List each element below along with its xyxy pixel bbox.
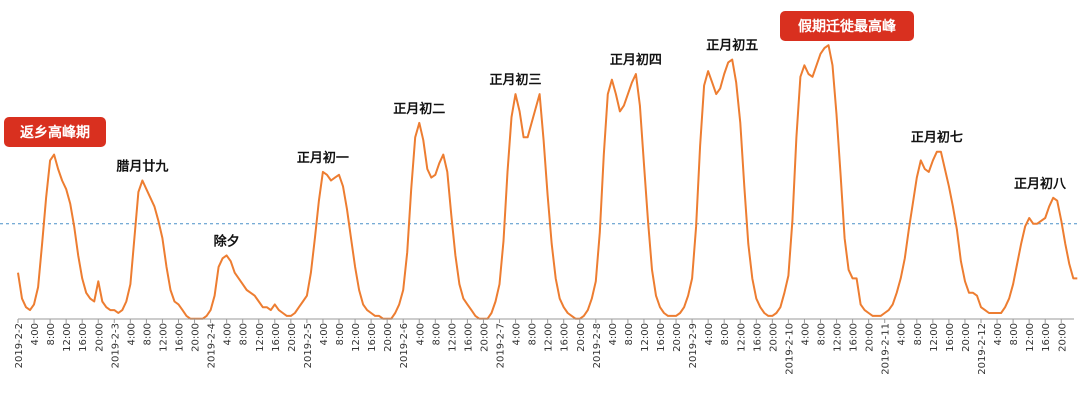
x-tick-label-date: 2019-2-7 [496,323,507,368]
x-tick-label-time: 12:00 [158,323,169,352]
x-tick-label-time: 8:00 [913,323,924,345]
x-tick-label-date: 2019-2-8 [592,323,603,368]
x-tick-label-date: 2019-2-5 [303,323,314,368]
x-tick-label-date: 2019-2-12 [977,323,988,375]
x-tick-label-time: 20:00 [672,323,683,352]
x-tick-label-date: 2019-2-3 [110,323,121,368]
x-tick-label-time: 4:00 [30,323,41,345]
x-tick-label-time: 16:00 [1041,323,1052,352]
x-tick-label-time: 16:00 [175,323,186,352]
x-tick-label-time: 4:00 [319,323,330,345]
x-tick-label-time: 8:00 [431,323,442,345]
x-tick-label-time: 20:00 [961,323,972,352]
x-tick-label-time: 12:00 [544,323,555,352]
peak-label: 正月初三 [489,72,541,88]
x-tick-label-time: 12:00 [736,323,747,352]
x-tick-label-time: 16:00 [78,323,89,352]
x-tick-label-time: 12:00 [255,323,266,352]
x-tick-labels: 2019-2-2 4:00 8:00 12:00 16:00 20:00 2019-2-3 4… [14,323,1068,375]
x-tick-label-time: 8:00 [720,323,731,345]
x-tick-label-time: 4:00 [415,323,426,345]
x-tick-label-time: 20:00 [94,323,105,352]
x-tick-label-time: 8:00 [528,323,539,345]
x-tick-label-time: 8:00 [817,323,828,345]
x-tick-label-time: 12:00 [62,323,73,352]
badge-background [4,117,106,147]
peak-label: 正月初四 [610,52,662,68]
x-tick-label-time: 16:00 [463,323,474,352]
x-tick-label-time: 16:00 [271,323,282,352]
peak-label: 正月初五 [706,38,758,54]
x-tick-label-time: 4:00 [608,323,619,345]
x-tick-label-time: 20:00 [191,323,202,352]
badge: 返乡高峰期 [4,117,106,147]
x-tick-label-time: 20:00 [768,323,779,352]
x-tick-label-time: 12:00 [833,323,844,352]
series-line-layer [17,44,1078,320]
badge: 假期迁徙最高峰 [780,11,914,41]
x-tick-label-time: 4:00 [704,323,715,345]
x-tick-label-time: 20:00 [1057,323,1068,352]
series-line [17,44,1078,320]
x-tick-label-time: 16:00 [367,323,378,352]
x-tick-label-time: 20:00 [576,323,587,352]
x-tick-label-date: 2019-2-6 [399,323,410,368]
x-tick-label-time: 16:00 [849,323,860,352]
x-tick-label-time: 4:00 [512,323,523,345]
badge-label: 假期迁徙最高峰 [798,18,897,35]
x-tick-label-time: 8:00 [142,323,153,345]
x-tick-label-time: 20:00 [383,323,394,352]
badges: 返乡高峰期 假期迁徙最高峰 [4,11,914,147]
x-tick-label-time: 12:00 [447,323,458,352]
x-tick-label-date: 2019-2-4 [207,323,218,368]
badge-label: 返乡高峰期 [20,124,90,141]
x-tick-label-time: 4:00 [800,323,811,345]
x-tick-label-time: 12:00 [929,323,940,352]
x-tick-label-time: 4:00 [126,323,137,345]
x-tick-label-time: 16:00 [752,323,763,352]
peak-label: 正月初八 [1014,176,1067,192]
peak-label: 正月初七 [911,130,963,146]
x-tick-label-date: 2019-2-10 [784,323,795,375]
peak-label: 正月初二 [393,101,445,117]
x-tick-label-time: 8:00 [46,323,57,345]
peak-label: 除夕 [214,233,240,249]
badge-background [780,11,914,41]
x-tick-label-time: 16:00 [656,323,667,352]
x-tick-label-date: 2019-2-11 [881,323,892,375]
x-tick-label-time: 4:00 [993,323,1004,345]
x-tick-label-time: 8:00 [624,323,635,345]
x-tick-label-date: 2019-2-9 [688,323,699,368]
x-tick-label-time: 20:00 [865,323,876,352]
x-tick-label-time: 8:00 [239,323,250,345]
x-axis [17,318,1074,323]
x-tick-label-time: 12:00 [640,323,651,352]
peak-label: 腊月廿九 [116,159,168,175]
x-tick-label-time: 8:00 [335,323,346,345]
x-tick-label-date: 2019-2-2 [14,323,25,368]
x-tick-label-time: 16:00 [945,323,956,352]
x-tick-label-time: 4:00 [223,323,234,345]
x-tick-label-time: 8:00 [1009,323,1020,345]
peak-label: 正月初一 [297,150,349,166]
x-tick-label-time: 12:00 [351,323,362,352]
x-tick-label-time: 20:00 [479,323,490,352]
x-tick-label-time: 4:00 [897,323,908,345]
x-tick-label-time: 12:00 [1025,323,1036,352]
x-tick-label-time: 16:00 [560,323,571,352]
x-tick-label-time: 20:00 [287,323,298,352]
